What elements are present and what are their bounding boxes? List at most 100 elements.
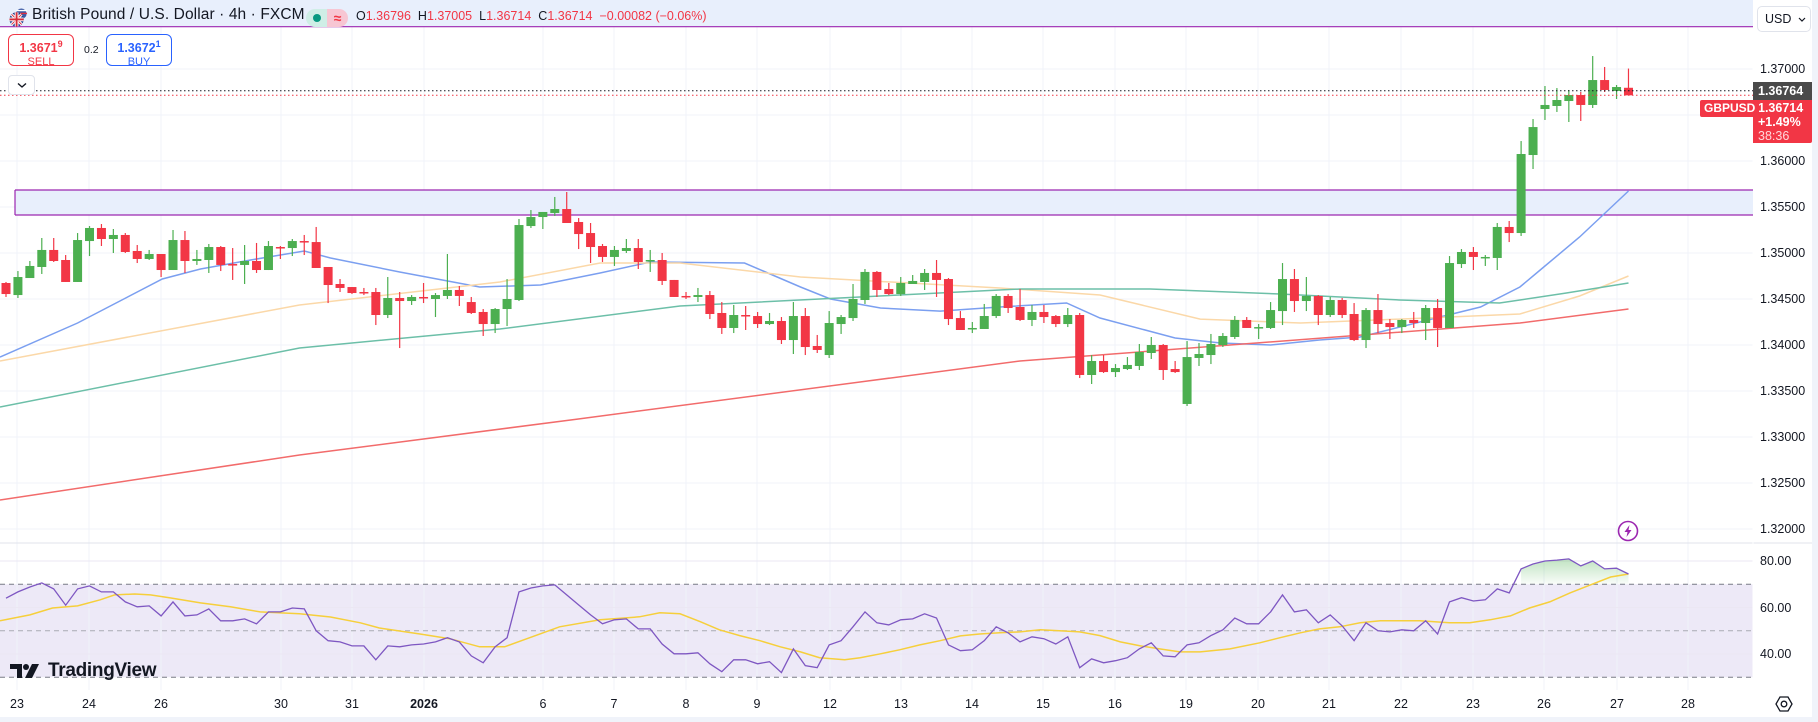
- candle: [538, 211, 548, 218]
- candle: [1158, 345, 1168, 371]
- candle: [1564, 95, 1574, 102]
- tradingview-logo[interactable]: TradingView: [10, 660, 157, 682]
- chart-settings-icon[interactable]: [1774, 694, 1794, 714]
- candle: [1492, 226, 1502, 258]
- candle: [454, 289, 464, 296]
- candle: [1110, 368, 1120, 373]
- candle: [1194, 354, 1204, 358]
- market-open-dot-icon: [306, 9, 327, 27]
- candle: [991, 295, 1001, 317]
- candle: [49, 249, 59, 262]
- candle: [574, 221, 584, 235]
- candle: [1027, 311, 1037, 320]
- candle: [1242, 319, 1252, 328]
- price-tick-label: 1.32000: [1760, 522, 1806, 536]
- buy-price: 1.36721: [117, 39, 161, 56]
- candle: [466, 302, 476, 313]
- candle: [848, 299, 858, 319]
- candle: [872, 271, 882, 290]
- time-tick-label: 27: [1610, 697, 1624, 711]
- candle: [1540, 104, 1550, 110]
- candle: [788, 316, 798, 341]
- time-tick-label: 22: [1394, 697, 1408, 711]
- time-tick-label: 15: [1036, 697, 1050, 711]
- candle: [73, 240, 83, 282]
- candle: [669, 279, 679, 297]
- lightning-event-icon[interactable]: [1617, 520, 1639, 542]
- tradingview-wordmark: TradingView: [48, 660, 157, 681]
- time-tick-label: 28: [1681, 697, 1695, 711]
- rsi-tick-label: 80.00: [1760, 554, 1792, 568]
- candle: [61, 259, 71, 282]
- candle: [1468, 251, 1478, 257]
- candle: [550, 209, 560, 213]
- candle: [860, 271, 870, 301]
- sell-price: 1.36719: [19, 39, 63, 56]
- time-tick-label: 16: [1108, 697, 1122, 711]
- time-tick-label: 8: [682, 697, 690, 711]
- price-tick-label: 1.35500: [1760, 200, 1806, 214]
- candle: [1552, 100, 1562, 106]
- candle: [502, 299, 512, 310]
- candle: [299, 241, 309, 243]
- candle: [1218, 335, 1228, 345]
- collapse-legend-button[interactable]: [8, 75, 35, 95]
- candle: [383, 297, 393, 316]
- candle: [323, 266, 333, 286]
- prev-close-label: 1.36764: [1753, 82, 1812, 100]
- candle: [1003, 295, 1013, 309]
- candle: [1385, 323, 1395, 328]
- candle: [252, 261, 262, 271]
- candle: [920, 272, 930, 282]
- time-tick-label: 20: [1251, 697, 1265, 711]
- change-percent: +1.49%: [1758, 115, 1801, 129]
- buy-button[interactable]: 1.36721 BUY: [106, 34, 172, 68]
- time-tick-label: 23: [10, 697, 24, 711]
- price-tick-label: 1.34500: [1760, 292, 1806, 306]
- candle: [896, 282, 906, 295]
- candle: [562, 209, 572, 224]
- candle: [1170, 369, 1180, 373]
- time-tick-label: 2026: [410, 697, 438, 711]
- candle: [598, 246, 607, 257]
- candle: [335, 284, 345, 288]
- symbol-title[interactable]: British Pound / U.S. Dollar · 4h · FXCM: [32, 6, 305, 23]
- candle: [240, 261, 250, 265]
- candle: [132, 250, 142, 259]
- change-value: −0.00082 (−0.06%): [599, 9, 707, 23]
- candle: [1504, 226, 1514, 234]
- candle: [25, 265, 35, 279]
- ohlc-values: O1.36796 H1.37005 L1.36714 C1.36714 −0.0…: [356, 9, 707, 23]
- time-tick-label: 9: [753, 697, 761, 711]
- candle: [430, 295, 440, 299]
- candle: [609, 249, 619, 257]
- candle: [1313, 295, 1323, 316]
- candle: [586, 233, 596, 248]
- bar-countdown: 38:36: [1758, 129, 1790, 143]
- candle: [490, 309, 500, 325]
- candle: [359, 292, 369, 294]
- market-status-pill[interactable]: ≈: [306, 9, 348, 27]
- candle: [812, 346, 822, 350]
- chevron-down-icon: [17, 82, 27, 88]
- high-value: 1.37005: [426, 9, 473, 23]
- candle: [1516, 154, 1526, 234]
- time-tick-label: 26: [1537, 697, 1551, 711]
- candle: [1254, 327, 1264, 329]
- time-tick-label: 12: [823, 697, 837, 711]
- candle: [776, 320, 786, 341]
- candle: [442, 289, 452, 296]
- time-tick-label: 13: [894, 697, 908, 711]
- rsi-ma-line: [0, 573, 1629, 661]
- low-value: 1.36714: [486, 9, 532, 23]
- time-tick-label: 23: [1466, 697, 1480, 711]
- candle: [657, 259, 667, 281]
- sell-button[interactable]: 1.36719 SELL: [8, 34, 74, 68]
- chevron-down-icon: [1798, 17, 1806, 22]
- candle: [156, 254, 166, 271]
- candle: [955, 318, 965, 331]
- price-tick-label: 1.33500: [1760, 384, 1806, 398]
- time-tick-label: 21: [1322, 697, 1336, 711]
- currency-selector[interactable]: USD: [1757, 6, 1811, 32]
